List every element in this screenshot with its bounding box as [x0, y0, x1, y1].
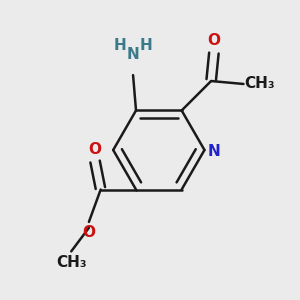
Text: O: O — [88, 142, 101, 157]
Text: O: O — [208, 33, 220, 48]
Text: CH₃: CH₃ — [56, 255, 86, 270]
Text: N: N — [208, 144, 221, 159]
Text: O: O — [82, 225, 95, 240]
Text: CH₃: CH₃ — [245, 76, 275, 92]
Text: H: H — [140, 38, 153, 53]
Text: N: N — [127, 47, 140, 62]
Text: H: H — [113, 38, 126, 53]
